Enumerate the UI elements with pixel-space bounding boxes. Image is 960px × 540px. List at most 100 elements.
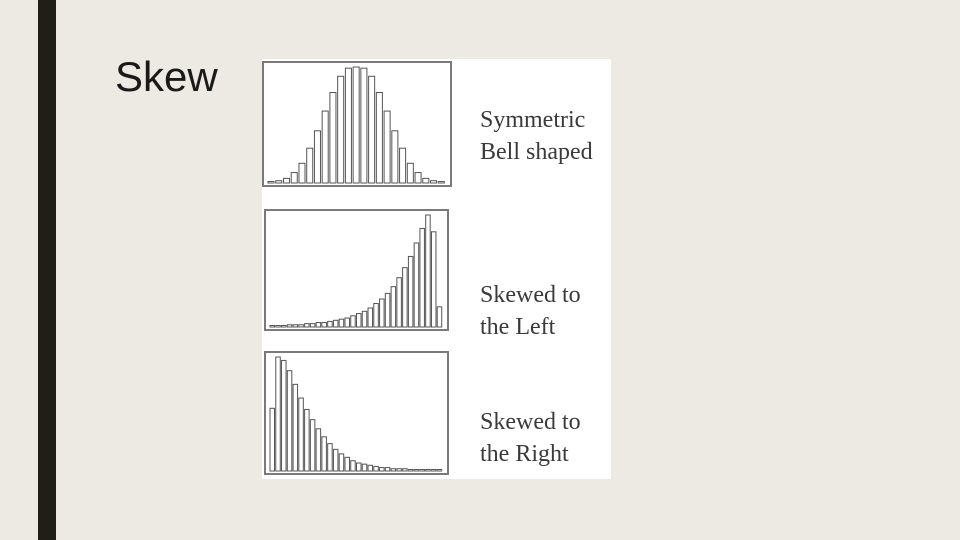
histogram-bar [275,180,283,184]
histogram-bar [396,277,402,328]
histogram-bar [344,317,350,328]
histogram-bar [329,92,337,184]
histogram-bar [396,468,402,472]
histogram-bar [332,448,339,472]
histogram-bar [292,383,299,472]
histogram-bar [437,181,445,184]
skewed-right-label: Skewed to the Right [480,406,581,470]
histogram-bar [373,465,379,472]
histogram-bar [321,436,327,472]
skewed-left-label: Skewed to the Left [480,279,581,343]
histogram-bar [286,370,293,472]
histogram-bar [402,468,408,472]
histogram-bar [430,231,437,328]
left-skew-histogram [264,209,449,331]
skewed-left-label-line2: the Left [480,314,556,340]
histogram-bar [298,162,306,184]
histogram-bar [292,324,299,328]
histogram-bar [275,325,281,328]
histogram-bar [399,147,407,184]
histogram-bar [356,462,362,472]
histogram-bar [402,267,408,328]
symmetric-label-line1: Symmetric [480,107,586,133]
histogram-bar [290,172,298,184]
histogram-bar [321,322,327,328]
histogram-bar [413,469,420,472]
histogram-bar [304,408,310,472]
accent-bar [38,0,56,540]
histogram-bar [407,469,414,472]
histogram-bar [391,130,399,184]
histogram-bar [282,177,291,184]
symmetric-histogram [262,61,452,187]
histogram-bar [321,110,329,184]
histogram-bar [304,323,310,328]
histogram-bar [281,325,287,328]
histogram-bar [360,67,368,184]
histogram-bar [367,307,374,328]
histogram-bar [379,298,385,328]
histogram-bar [298,397,304,472]
histogram-bar [286,324,293,328]
histogram-bar [350,460,356,472]
histogram-bar [338,453,345,472]
skewed-left-label-line1: Skewed to [480,282,581,308]
histogram-bar [269,407,275,472]
histogram-bar [406,162,414,184]
histogram-bar [383,110,391,184]
histogram-bar [269,325,275,328]
histogram-bar [413,242,420,328]
histogram-bar [315,322,322,328]
histogram-bar [384,467,391,472]
histogram-bar [375,92,383,184]
histogram-bar [352,66,360,184]
skewed-right-label-line2: the Right [480,441,569,467]
histogram-bar [390,468,397,472]
histogram-bar [337,75,345,184]
histogram-bar [390,286,397,328]
histogram-bar [315,428,322,472]
histogram-bar [298,324,304,328]
histogram-bar [436,469,443,472]
histogram-bar [281,359,287,472]
histogram-bar [350,315,356,328]
skew-figure: Symmetric Bell shaped Skewed to the Left… [262,59,611,479]
histogram-bar [361,463,368,472]
histogram-bar [379,467,385,472]
slide-title: Skew [115,53,218,100]
histogram-bar [356,313,362,328]
histogram-bar [419,227,425,328]
histogram-bar [414,172,422,184]
histogram-bar [425,214,431,328]
histogram-bar [338,318,345,328]
histogram-bar [332,319,339,328]
histogram-bar [309,419,316,472]
histogram-bar [309,323,316,328]
histogram-panels [262,61,452,475]
histogram-bar [306,147,314,184]
histogram-bar [373,302,379,328]
skewed-right-label-line1: Skewed to [480,409,581,435]
histogram-bar [327,443,333,472]
histogram-bar [407,255,414,328]
histogram-bar [327,320,333,328]
histogram-bar [384,292,391,328]
histogram-bar [313,130,321,184]
histogram-bar [430,469,437,472]
panel-frame [264,351,449,475]
histogram-bar [425,469,431,472]
histogram-bar [275,356,281,472]
symmetric-label-line2: Bell shaped [480,139,593,165]
histogram-bar [344,456,350,472]
histogram-bar [419,469,425,472]
histogram-bar [430,180,438,184]
histogram-bar [436,306,443,328]
symmetric-label: Symmetric Bell shaped [480,104,593,168]
histogram-bar [422,177,430,184]
histogram-bar [344,67,352,184]
histogram-bar [267,181,275,184]
right-skew-histogram [264,351,449,475]
histogram-bar [368,75,376,184]
histogram-bar [361,310,368,328]
histogram-bar [367,464,374,472]
